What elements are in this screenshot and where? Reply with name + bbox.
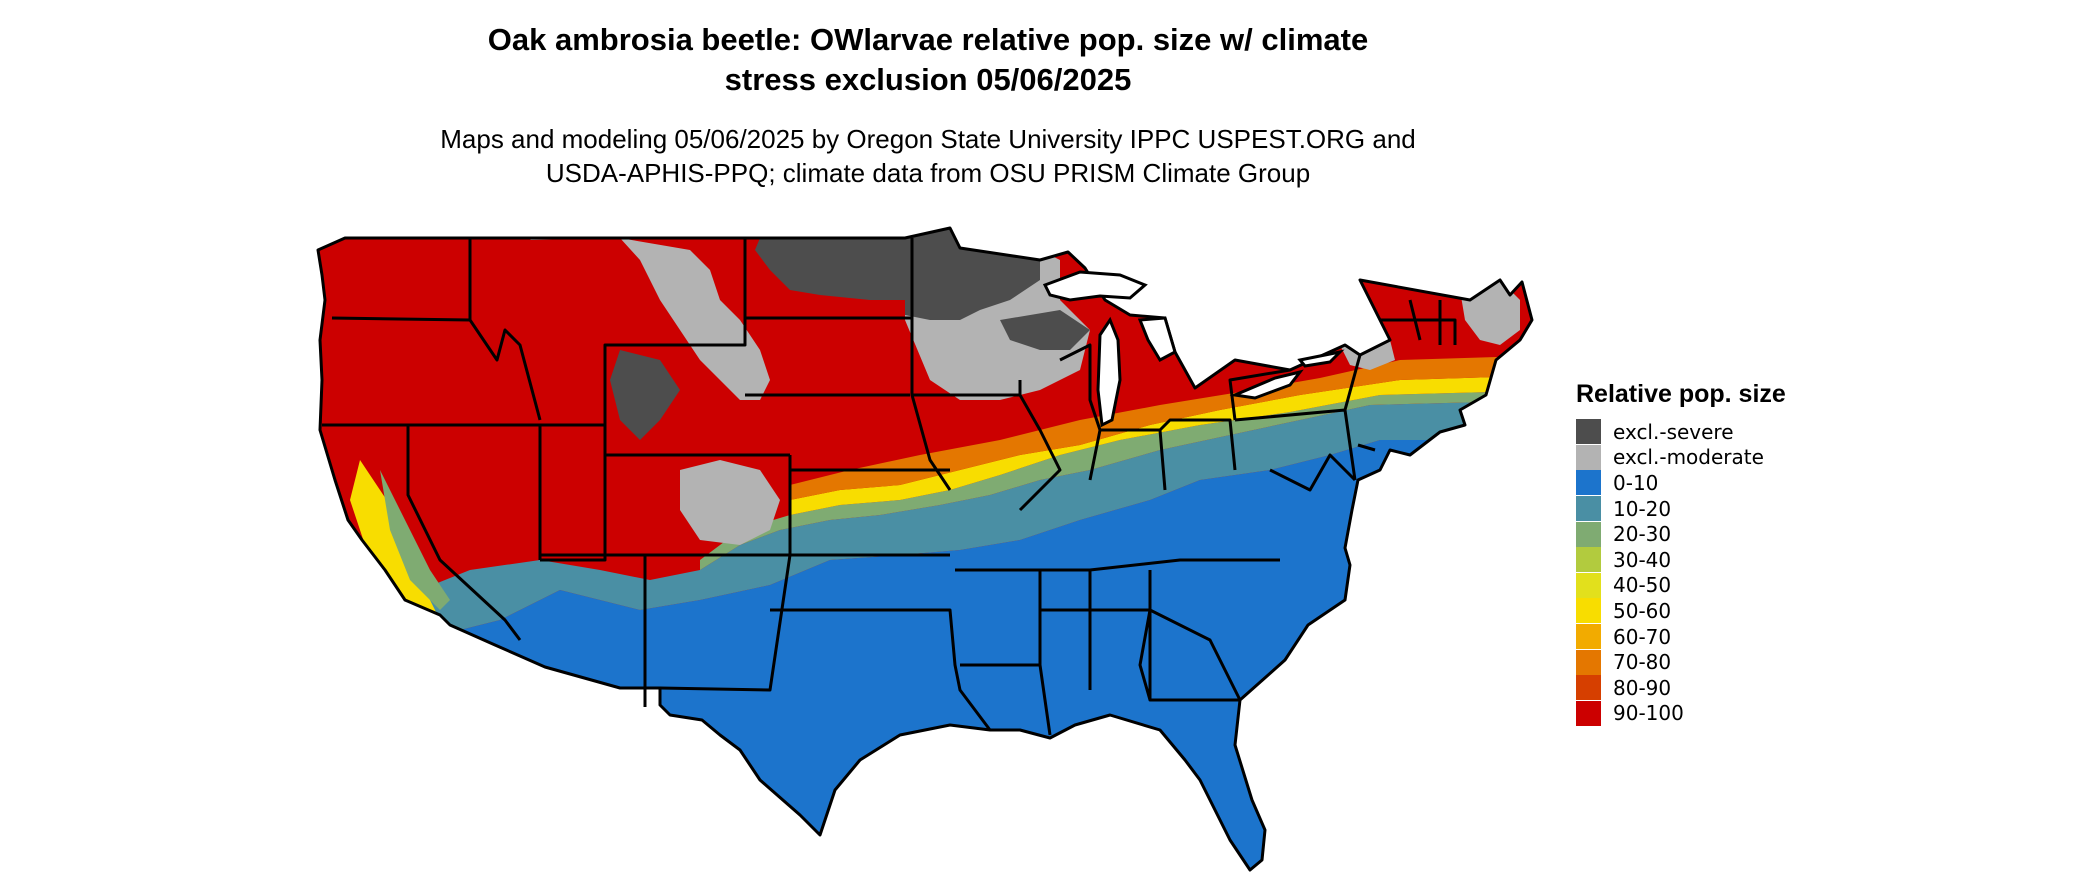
- lake-superior: [1042, 270, 1148, 302]
- lake-michigan: [1096, 316, 1122, 428]
- legend-label: 60-70: [1613, 624, 1672, 649]
- lake-huron: [1137, 316, 1177, 362]
- legend-label: 70-80: [1613, 650, 1672, 675]
- legend-swatch: [1576, 675, 1601, 701]
- legend-swatch: [1576, 470, 1601, 496]
- lake-ontario: [1297, 349, 1345, 368]
- legend-item: 30-40: [1576, 547, 1786, 573]
- lake-erie: [1229, 369, 1304, 400]
- legend-label: 20-30: [1613, 522, 1672, 547]
- legend-swatch: [1576, 700, 1601, 726]
- legend-swatch: [1576, 572, 1601, 598]
- legend-item: 0-10: [1576, 470, 1786, 496]
- legend-swatch: [1576, 444, 1601, 470]
- legend-label: 30-40: [1613, 547, 1672, 572]
- legend-label: 10-20: [1613, 496, 1672, 521]
- legend-swatch: [1576, 496, 1601, 522]
- legend-label: 50-60: [1613, 598, 1672, 623]
- legend-swatch: [1576, 419, 1601, 445]
- title-line-2: stress exclusion 05/06/2025: [724, 62, 1132, 97]
- state-borders: [316, 226, 1534, 872]
- map-title: Oak ambrosia beetle: OWlarvae relative p…: [0, 20, 1856, 100]
- legend-item: 20-30: [1576, 521, 1786, 547]
- legend-title: Relative pop. size: [1576, 380, 1786, 408]
- legend-swatch: [1576, 521, 1601, 547]
- legend-label: excl.-severe: [1613, 419, 1734, 444]
- legend-item: 50-60: [1576, 598, 1786, 624]
- map-subtitle: Maps and modeling 05/06/2025 by Oregon S…: [0, 122, 1856, 190]
- legend-label: 0-10: [1613, 470, 1659, 495]
- legend-item: excl.-severe: [1576, 419, 1786, 445]
- legend-item: 40-50: [1576, 572, 1786, 599]
- legend-item: 80-90: [1576, 675, 1786, 701]
- legend-swatch: [1576, 624, 1601, 650]
- legend-swatch: [1576, 649, 1601, 675]
- subtitle-line-1: Maps and modeling 05/06/2025 by Oregon S…: [440, 124, 1416, 154]
- subtitle-line-2: USDA-APHIS-PPQ; climate data from OSU PR…: [545, 158, 1311, 188]
- title-line-1: Oak ambrosia beetle: OWlarvae relative p…: [487, 22, 1369, 57]
- legend-item: excl.-moderate: [1576, 444, 1786, 471]
- legend-items: excl.-severe excl.-moderate 0-10 10-20 20-30…: [1576, 419, 1786, 726]
- great-lakes: [1042, 270, 1345, 428]
- legend: Relative pop. size excl.-severe excl.-mod…: [1576, 380, 1786, 726]
- legend-item: 90-100: [1576, 700, 1786, 727]
- legend-item: 70-80: [1576, 649, 1786, 675]
- legend-item: 60-70: [1576, 624, 1786, 650]
- legend-label: 80-90: [1613, 675, 1672, 700]
- legend-item: 10-20: [1576, 496, 1786, 522]
- legend-swatch: [1576, 547, 1601, 573]
- legend-label: 90-100: [1613, 701, 1684, 726]
- legend-label: 40-50: [1613, 573, 1672, 598]
- legend-label: excl.-moderate: [1613, 445, 1764, 470]
- legend-swatch: [1576, 598, 1601, 624]
